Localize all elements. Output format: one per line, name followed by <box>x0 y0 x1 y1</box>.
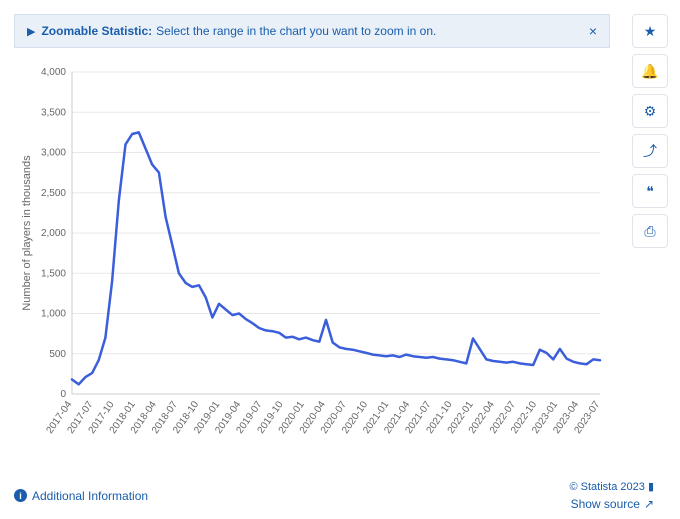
quote-icon[interactable]: ❝ <box>632 174 668 208</box>
y-tick-label: 0 <box>60 389 66 400</box>
copyright-text: © Statista 2023 ▮ <box>570 480 655 493</box>
gear-icon[interactable]: ⚙ <box>632 94 668 128</box>
y-tick-label: 2,000 <box>41 228 66 239</box>
banner-close-button[interactable]: × <box>589 23 597 39</box>
print-icon[interactable]: ⎙ <box>632 214 668 248</box>
star-icon[interactable]: ★ <box>632 14 668 48</box>
share-icon[interactable]: ⤴ <box>632 134 668 168</box>
y-tick-label: 500 <box>49 349 66 360</box>
chart-toolbar: ★ 🔔 ⚙ ⤴ ❝ ⎙ <box>632 14 668 248</box>
additional-info-label: Additional Information <box>32 489 148 503</box>
y-tick-label: 2,500 <box>41 188 66 199</box>
bell-icon[interactable]: 🔔 <box>632 54 668 88</box>
banner-text: Select the range in the chart you want t… <box>156 24 436 38</box>
y-axis-label: Number of players in thousands <box>21 155 33 311</box>
y-tick-label: 3,500 <box>41 107 66 118</box>
info-icon: i <box>14 489 27 502</box>
y-tick-label: 4,000 <box>41 67 66 78</box>
chart-area[interactable]: 05001,0001,5002,0002,5003,0003,5004,0002… <box>14 56 610 472</box>
statista-mark-icon: ▮ <box>648 481 654 493</box>
banner-title: Zoomable Statistic: <box>41 24 152 38</box>
banner-arrow-icon: ▶ <box>27 25 35 38</box>
external-link-icon: ↗ <box>644 497 654 511</box>
y-tick-label: 1,000 <box>41 309 66 320</box>
y-tick-label: 3,000 <box>41 148 66 159</box>
additional-info-link[interactable]: i Additional Information <box>14 489 148 503</box>
zoom-banner: ▶ Zoomable Statistic: Select the range i… <box>14 14 610 48</box>
footer: i Additional Information © Statista 2023… <box>14 480 654 511</box>
line-chart[interactable]: 05001,0001,5002,0002,5003,0003,5004,0002… <box>14 56 610 472</box>
show-source-label: Show source <box>571 497 640 511</box>
y-tick-label: 1,500 <box>41 268 66 279</box>
show-source-link[interactable]: Show source ↗ <box>571 497 654 511</box>
data-series-line <box>72 132 600 384</box>
